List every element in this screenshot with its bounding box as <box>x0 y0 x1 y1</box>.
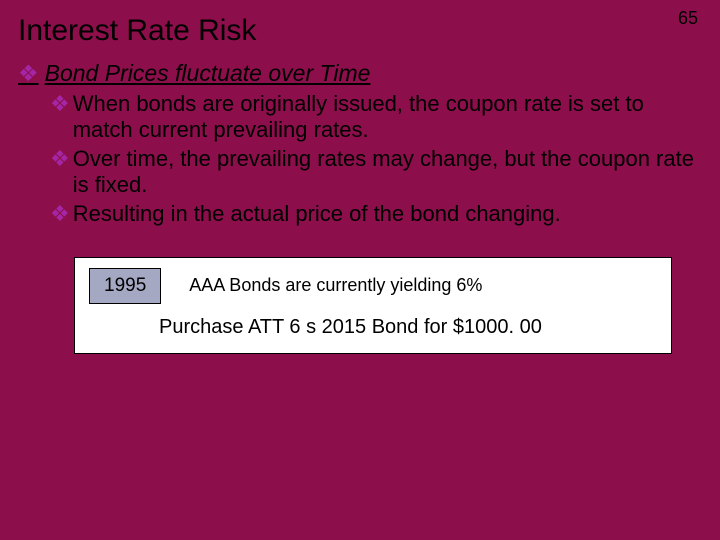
list-item: ❖ Resulting in the actual price of the b… <box>50 201 702 227</box>
diamond-bullet-icon: ❖ <box>18 60 39 87</box>
diamond-bullet-icon: ❖ <box>50 146 70 172</box>
content-area: ❖ Bond Prices fluctuate over Time ❖ When… <box>0 52 720 354</box>
list-item: ❖ Over time, the prevailing rates may ch… <box>50 146 702 199</box>
diamond-bullet-icon: ❖ <box>50 201 70 227</box>
page-number: 65 <box>678 8 698 29</box>
diamond-bullet-icon: ❖ <box>50 91 70 117</box>
callout-line1: AAA Bonds are currently yielding 6% <box>189 275 482 296</box>
heading-text: Bond Prices fluctuate over Time <box>45 60 371 87</box>
list-item-text: Over time, the prevailing rates may chan… <box>73 146 702 199</box>
slide-title: Interest Rate Risk <box>0 0 720 52</box>
list-item: ❖ When bonds are originally issued, the … <box>50 91 702 144</box>
list-item-text: Resulting in the actual price of the bon… <box>73 201 561 227</box>
year-box: 1995 <box>89 268 161 304</box>
list-item-text: When bonds are originally issued, the co… <box>73 91 702 144</box>
callout-box: 1995 AAA Bonds are currently yielding 6%… <box>74 257 672 354</box>
heading: ❖ Bond Prices fluctuate over Time <box>18 60 702 87</box>
slide: 65 Interest Rate Risk ❖ Bond Prices fluc… <box>0 0 720 540</box>
sub-list: ❖ When bonds are originally issued, the … <box>18 91 702 227</box>
callout-line2: Purchase ATT 6 s 2015 Bond for $1000. 00 <box>89 316 657 339</box>
callout-row: 1995 AAA Bonds are currently yielding 6% <box>89 268 657 304</box>
